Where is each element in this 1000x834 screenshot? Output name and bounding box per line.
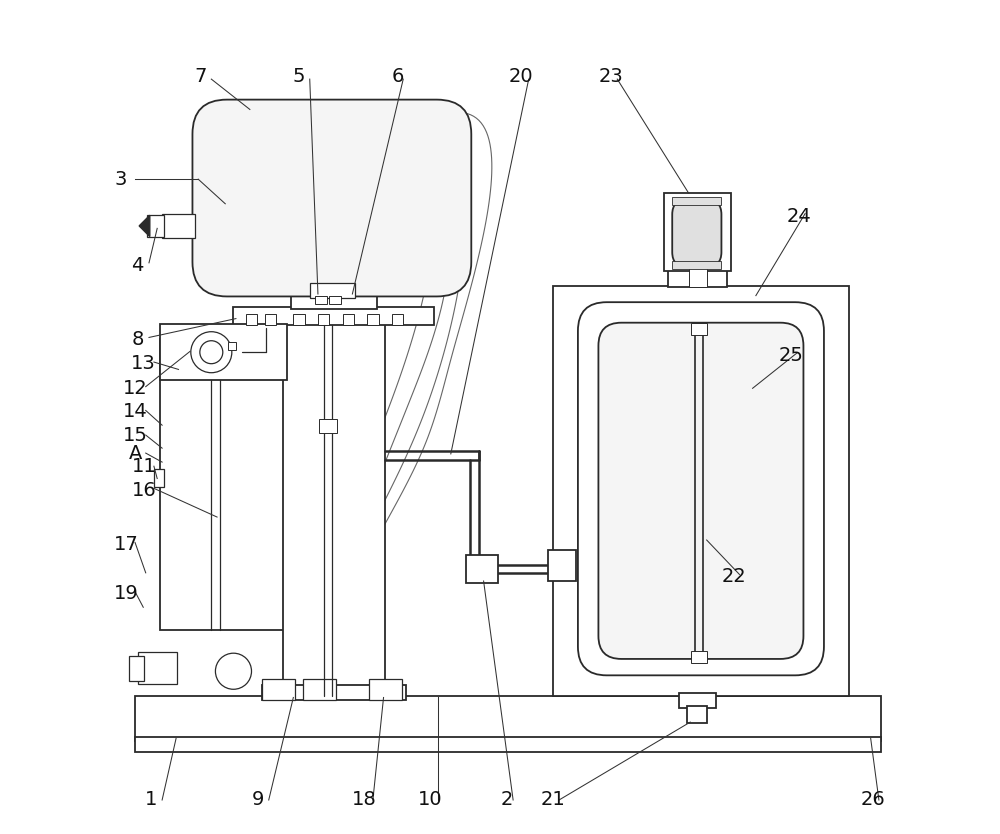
Bar — [664, 193, 731, 271]
Text: 1: 1 — [145, 791, 158, 810]
Bar — [135, 737, 881, 751]
Text: 4: 4 — [131, 256, 144, 274]
Bar — [293, 314, 305, 325]
Bar — [147, 215, 164, 237]
Text: 24: 24 — [787, 207, 812, 225]
Bar — [160, 340, 286, 630]
Text: 10: 10 — [418, 791, 443, 810]
Bar — [689, 267, 707, 288]
Text: 14: 14 — [123, 402, 147, 421]
Bar — [233, 307, 434, 325]
Text: 6: 6 — [391, 68, 404, 86]
Circle shape — [200, 341, 223, 364]
Bar — [265, 314, 276, 325]
Bar — [154, 469, 164, 487]
Bar — [367, 314, 379, 325]
Bar — [548, 550, 576, 581]
Bar — [691, 651, 707, 663]
Bar — [679, 693, 716, 708]
Text: A: A — [128, 445, 142, 464]
Text: 7: 7 — [194, 68, 207, 86]
Text: 16: 16 — [132, 481, 156, 500]
Bar — [315, 295, 327, 304]
FancyBboxPatch shape — [672, 199, 721, 267]
Bar — [135, 696, 881, 741]
Bar — [291, 294, 377, 309]
Text: 2: 2 — [500, 791, 513, 810]
Text: 3: 3 — [115, 169, 127, 188]
Bar — [160, 324, 287, 380]
Bar — [687, 706, 707, 723]
Bar — [668, 269, 727, 288]
Bar — [262, 680, 295, 700]
Bar — [162, 214, 195, 239]
Bar — [310, 284, 355, 298]
Bar — [228, 342, 236, 349]
Text: 18: 18 — [352, 791, 377, 810]
Text: 19: 19 — [114, 584, 138, 603]
Bar — [303, 680, 336, 700]
Bar — [466, 555, 498, 583]
Polygon shape — [139, 215, 150, 237]
Bar — [129, 656, 144, 681]
Bar — [319, 419, 337, 434]
Bar — [160, 339, 287, 631]
Text: 25: 25 — [779, 346, 804, 365]
FancyBboxPatch shape — [578, 302, 824, 676]
Text: 5: 5 — [293, 68, 305, 86]
Text: 26: 26 — [861, 791, 886, 810]
Bar — [329, 295, 341, 304]
Bar — [343, 314, 354, 325]
Bar — [138, 652, 177, 684]
Text: 9: 9 — [252, 791, 264, 810]
Text: 13: 13 — [131, 354, 156, 373]
Bar — [283, 323, 385, 696]
Bar — [246, 314, 257, 325]
Circle shape — [215, 653, 252, 689]
Text: 12: 12 — [123, 379, 147, 398]
Text: 8: 8 — [131, 329, 144, 349]
Text: 17: 17 — [114, 535, 138, 554]
FancyBboxPatch shape — [192, 99, 471, 296]
Bar — [392, 314, 403, 325]
Bar — [672, 197, 721, 205]
Bar — [369, 680, 402, 700]
Bar — [672, 261, 721, 269]
FancyBboxPatch shape — [598, 323, 803, 659]
Bar — [160, 340, 286, 630]
Text: 20: 20 — [508, 68, 533, 86]
Circle shape — [191, 332, 232, 373]
Text: 15: 15 — [123, 426, 147, 445]
Bar — [691, 323, 707, 335]
Text: 11: 11 — [132, 457, 156, 475]
Text: 21: 21 — [541, 791, 566, 810]
Text: 23: 23 — [598, 68, 623, 86]
Bar — [553, 286, 849, 696]
Bar — [318, 314, 329, 325]
Text: 22: 22 — [721, 567, 746, 586]
Bar — [262, 686, 406, 700]
